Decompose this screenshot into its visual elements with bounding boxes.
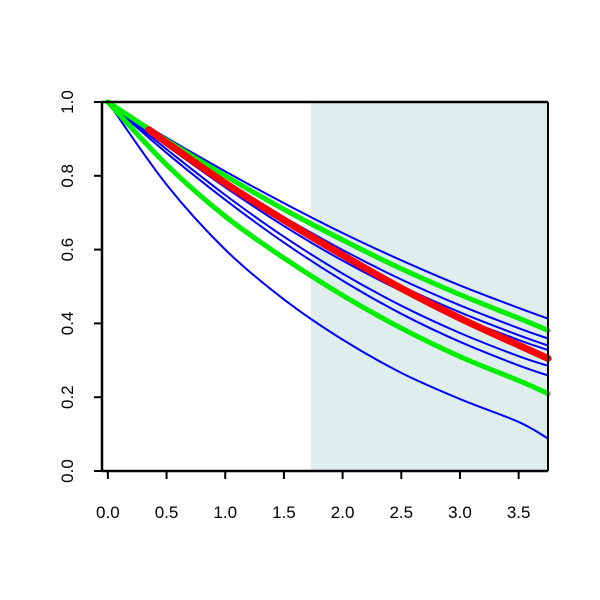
series-line-7 [106,101,549,440]
series-line-1 [106,101,549,367]
x-tick-label-4: 2.0 [331,503,355,522]
x-tick-label-7: 3.5 [507,503,531,522]
shaded-region-layer [310,102,548,471]
series-line-5 [106,101,549,320]
axis-layer: 0.0 0.5 1.0 1.5 2.0 2.5 3.0 3.5 0.0 0.2 0.4 0.6 0.8 1… [58,90,549,522]
x-tick-label-0: 0.0 [96,503,120,522]
x-tick-label-2: 1.0 [213,503,237,522]
y-tick-label-4: 0.8 [58,164,77,188]
series-line-10 [145,126,552,362]
series-layer [105,99,552,440]
x-tick-label-6: 3.0 [448,503,472,522]
x-tick-label-1: 0.5 [155,503,179,522]
y-tick-label-2: 0.4 [58,312,77,336]
series-line-6 [106,101,549,377]
shaded-region [310,102,548,471]
x-tick-label-5: 2.5 [389,503,413,522]
y-tick-label-0: 0.0 [58,459,77,483]
y-tick-label-5: 1.0 [58,90,77,114]
x-tick-label-3: 1.5 [272,503,296,522]
y-tick-label-3: 0.6 [58,238,77,262]
y-tick-label-1: 0.2 [58,385,77,409]
series-line-9 [105,99,551,397]
